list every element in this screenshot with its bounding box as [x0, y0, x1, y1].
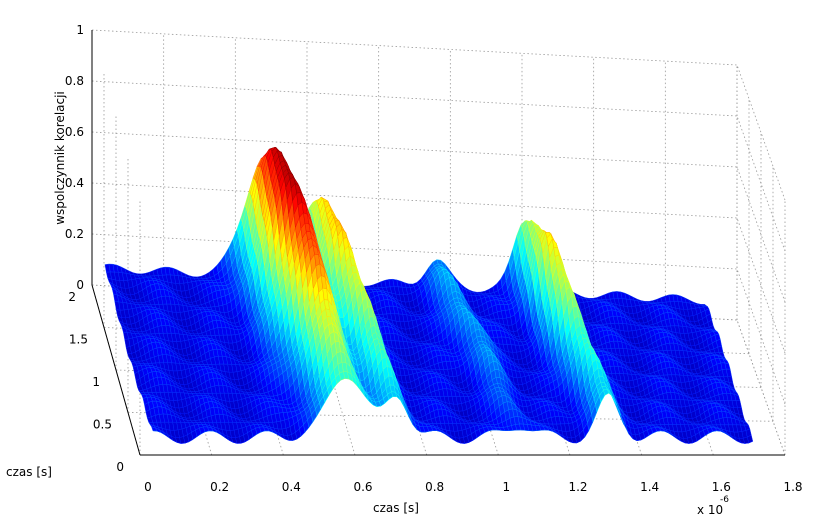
- grid-line: [736, 268, 786, 405]
- grid-line: [91, 29, 738, 66]
- grid-line: [91, 182, 738, 219]
- grid-line: [91, 131, 738, 168]
- grid-line: [91, 80, 738, 117]
- surface-mesh: [104, 146, 754, 444]
- grid-line: [736, 64, 786, 201]
- grid-line: [91, 233, 738, 270]
